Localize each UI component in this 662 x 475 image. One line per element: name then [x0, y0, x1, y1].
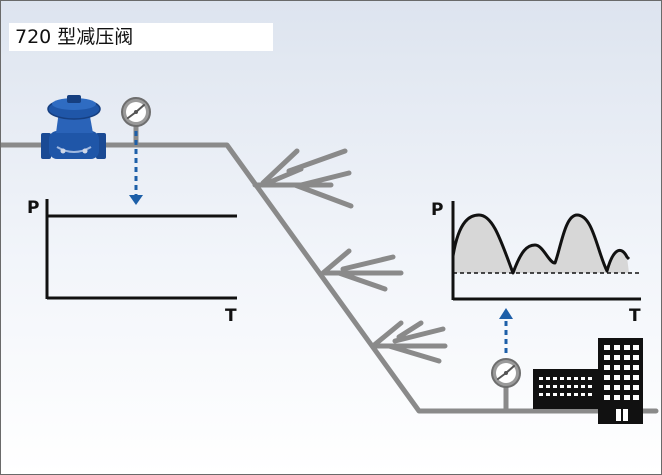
branch-upper: [252, 148, 354, 209]
title-box: 720 型减压阀: [9, 23, 273, 51]
upstream-x-label: T: [225, 306, 237, 326]
upstream-pressure-gauge-icon: [121, 97, 151, 127]
downstream-pressure-chart: P T: [431, 200, 641, 326]
pipe-network: [1, 121, 659, 414]
pressure-reducing-valve-icon: [41, 95, 106, 159]
branch-middle: [320, 248, 404, 292]
downstream-pressure-curve: [451, 213, 631, 275]
downstream-y-label: P: [431, 200, 443, 220]
upstream-dashed-arrow-icon: [129, 131, 143, 205]
downstream-curve-fill: [453, 215, 629, 273]
downstream-x-label: T: [629, 306, 641, 326]
branch-lower: [370, 320, 448, 364]
downstream-dashed-arrow-icon: [499, 308, 513, 353]
upstream-pressure-chart: P T: [27, 198, 237, 326]
main-pipe: [1, 142, 659, 414]
building-icon: [533, 338, 643, 424]
title: 720 型减压阀: [15, 26, 134, 48]
downstream-pressure-gauge-icon: [491, 358, 521, 388]
upstream-y-label: P: [27, 198, 39, 218]
